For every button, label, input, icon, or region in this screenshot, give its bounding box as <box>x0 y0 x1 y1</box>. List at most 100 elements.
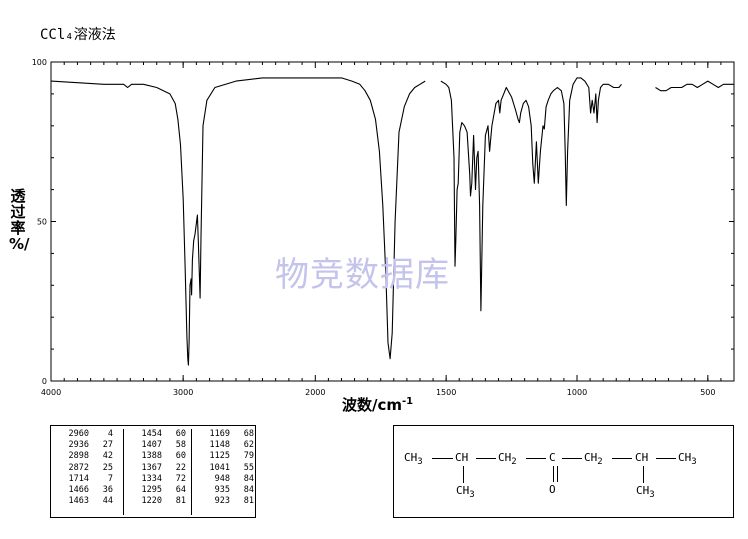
peak-transmittance: 62 <box>243 440 254 451</box>
spectrum-series-segment <box>655 80 734 92</box>
peak-transmittance: 4 <box>107 429 113 439</box>
peak-table: 2960 4 2936 27 2898 42 2872 25 1714 7 1466 36 1463 44… <box>50 425 256 518</box>
peak-wavenumber: 1125 <box>209 451 230 462</box>
y-tick-label: 50 <box>37 218 47 227</box>
peak-wavenumber: 1041 <box>209 462 230 473</box>
peak-transmittance: 44 <box>102 496 113 507</box>
group-text: O <box>549 483 556 496</box>
peak-table-row: 1125 79 <box>192 451 256 462</box>
peak-table-row: 935 84 <box>192 485 256 496</box>
peak-wavenumber: 1463 <box>68 496 89 507</box>
peak-transmittance: 42 <box>102 451 113 462</box>
peak-table-row: 1148 62 <box>192 440 256 451</box>
peak-wavenumber: 2872 <box>68 462 89 473</box>
group-ch3-left: CH3 <box>404 451 423 467</box>
group-ch-right: CH <box>635 451 648 464</box>
bond <box>612 458 632 459</box>
bond <box>526 458 546 459</box>
peak-wavenumber: 1334 <box>141 473 162 484</box>
peak-wavenumber: 1220 <box>141 496 162 507</box>
peak-table-row: 1295 64 <box>124 485 192 496</box>
formula-subscript: 2 <box>597 457 603 468</box>
double-bond <box>553 466 554 482</box>
x-tick-label: 4000 <box>41 388 61 397</box>
y-axis-label-char: 透 <box>10 187 26 205</box>
group-ch3-branch-left: CH3 <box>456 484 475 500</box>
peak-transmittance: 25 <box>102 462 113 473</box>
group-ch3-right: CH3 <box>678 451 697 467</box>
x-axis-label-text: 波数/cm <box>342 396 403 414</box>
peak-table-column: 2960 4 2936 27 2898 42 2872 25 1714 7 1466 36 1463 44 <box>51 429 123 515</box>
peak-transmittance: 81 <box>175 496 186 507</box>
peak-transmittance: 60 <box>175 429 186 439</box>
peak-table-row: 1463 44 <box>51 496 123 507</box>
group-ch3-branch-right: CH3 <box>636 484 655 500</box>
peak-wavenumber: 2960 <box>68 429 89 439</box>
y-tick-label: 100 <box>32 58 47 67</box>
spectrum-series-segment <box>440 77 622 312</box>
peak-table-row: 1041 55 <box>192 463 256 474</box>
group-text: CH2 <box>584 451 603 468</box>
spectrum-lines <box>50 77 734 366</box>
y-tick-label: 0 <box>42 377 47 386</box>
peak-transmittance: 64 <box>175 485 186 496</box>
group-ch-left: CH <box>455 451 468 464</box>
peak-table-row: 1169 68 <box>192 429 256 440</box>
peak-transmittance: 55 <box>243 462 254 473</box>
peak-table-column: 1454 60 1407 58 1388 60 1367 22 1334 72 1295 64 1220… <box>123 429 192 515</box>
peak-wavenumber: 935 <box>214 485 230 496</box>
peak-transmittance: 22 <box>175 462 186 473</box>
y-axis-label-char: 过 <box>10 203 26 221</box>
formula-subscript: 2 <box>511 457 517 468</box>
peak-table-row: 1388 60 <box>124 451 192 462</box>
formula-subscript: 3 <box>417 457 423 468</box>
peak-table-row: 1454 60 <box>124 429 192 440</box>
group-ch2-right: CH2 <box>584 451 603 467</box>
formula-subscript: 3 <box>691 457 697 468</box>
peak-table-row: 1367 22 <box>124 463 192 474</box>
peak-wavenumber: 1466 <box>68 485 89 496</box>
chart-title: CCl₄溶液法 <box>40 27 116 43</box>
structure-diagram: CH3 CH CH2 C CH2 CH CH3 CH3 O CH3 <box>393 425 734 518</box>
peak-wavenumber: 923 <box>214 496 230 507</box>
spectrum-series-segment <box>50 77 426 366</box>
peak-table-row: 1466 36 <box>51 485 123 496</box>
peak-table-row: 1407 58 <box>124 440 192 451</box>
peak-wavenumber: 1148 <box>209 440 230 451</box>
peak-table-row: 2898 42 <box>51 451 123 462</box>
group-text: CH3 <box>678 451 697 468</box>
group-o-carbonyl: O <box>549 483 556 496</box>
peak-table-row: 1334 72 <box>124 474 192 485</box>
formula-subscript: 3 <box>649 490 655 501</box>
peak-table-row: 2936 27 <box>51 440 123 451</box>
peak-table-column: 1169 68 1148 62 1125 79 1041 55 948 84 935 84 923 81 <box>191 429 256 515</box>
peak-transmittance: 68 <box>243 429 254 439</box>
y-axis-label-char: 率 <box>10 219 26 237</box>
peak-table-row: 948 84 <box>192 474 256 485</box>
x-tick-label: 1500 <box>436 388 456 397</box>
bond <box>432 458 453 459</box>
y-axis-label-char: %/ <box>9 235 30 253</box>
x-tick-label: 3000 <box>173 388 193 397</box>
group-text: CH3 <box>404 451 423 468</box>
group-text: C <box>549 451 556 464</box>
ir-spectrum-chart: 4000 3000 2000 1500 1000 500 0 50 100 <box>32 58 735 397</box>
bond-vertical <box>643 466 644 483</box>
peak-table-row: 2872 25 <box>51 463 123 474</box>
peak-table-row: 923 81 <box>192 496 256 507</box>
bond <box>656 458 676 459</box>
peak-wavenumber: 1714 <box>68 473 89 484</box>
peak-transmittance: 58 <box>175 440 186 451</box>
x-tick-label: 1000 <box>567 388 587 397</box>
peak-wavenumber: 1367 <box>141 462 162 473</box>
peak-wavenumber: 1295 <box>141 485 162 496</box>
formula-subscript: 3 <box>469 490 475 501</box>
axis-ticks <box>50 61 734 382</box>
watermark: 物竞数据库 <box>275 255 450 295</box>
x-axis-label-sup: -1 <box>402 396 414 407</box>
peak-wavenumber: 1454 <box>141 429 162 439</box>
x-tick-label: 500 <box>700 388 715 397</box>
axis-tick-labels: 4000 3000 2000 1500 1000 500 0 50 100 <box>32 58 716 397</box>
group-ch2-left: CH2 <box>498 451 517 467</box>
peak-table-row: 2960 4 <box>51 429 123 440</box>
